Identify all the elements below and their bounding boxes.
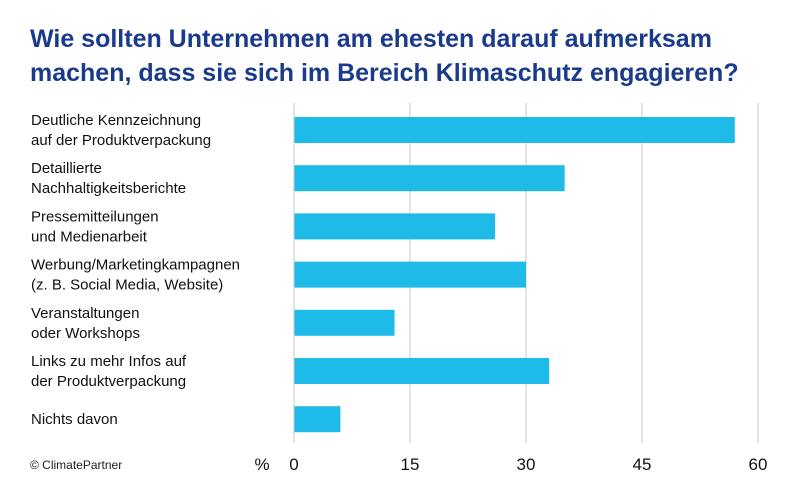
bar-2	[294, 213, 496, 240]
category-label-6-line-0: Nichts davon	[31, 411, 118, 428]
x-unit-label: %	[254, 455, 269, 474]
category-label-1: Detaillierte Nachhaltigkeitsberichte	[31, 160, 186, 197]
category-label-0-line-1: auf der Produktverpackung	[31, 132, 211, 149]
x-tick-label-15: 15	[401, 455, 420, 474]
category-label-0: Deutliche Kennzeichnung auf der Produktve…	[31, 112, 211, 149]
bar-5	[294, 358, 550, 384]
x-tick-label-0: 0	[289, 455, 298, 474]
category-label-3-line-1: (z. B. Social Media, Website)	[31, 277, 223, 294]
copyright-note: © ClimatePartner	[30, 458, 123, 472]
category-label-2: Pressemitteilungen und Medienarbeit	[31, 208, 159, 245]
category-label-5-line-1: der Produktverpackung	[31, 373, 186, 390]
category-label-1-line-1: Nachhaltigkeitsberichte	[31, 180, 186, 197]
category-label-4-line-1: oder Workshops	[31, 325, 140, 342]
category-label-3: Werbung/Marketingkampagnen (z. B. Social …	[31, 257, 240, 294]
category-label-5: Links zu mehr Infos auf der Produktverpac…	[31, 353, 187, 390]
category-label-4: Veranstaltungen oder Workshops	[31, 305, 140, 342]
x-tick-label-30: 30	[517, 455, 536, 474]
category-label-2-line-0: Pressemitteilungen	[31, 208, 159, 225]
bar-1	[294, 165, 565, 192]
bar-0	[294, 117, 735, 143]
category-label-0-line-0: Deutliche Kennzeichnung	[31, 112, 201, 129]
x-tick-label-45: 45	[633, 455, 652, 474]
x-tick-label-60: 60	[749, 455, 768, 474]
category-label-6: Nichts davon	[31, 411, 118, 428]
category-label-5-line-0: Links zu mehr Infos auf	[31, 353, 187, 370]
category-label-2-line-1: und Medienarbeit	[31, 228, 148, 245]
category-label-3-line-0: Werbung/Marketingkampagnen	[31, 257, 240, 274]
bar-3	[294, 261, 526, 288]
bar-4	[294, 309, 395, 336]
chart-title: Wie sollten Unternehmen am ehesten darau…	[30, 22, 770, 90]
chart-title-line-1: Wie sollten Unternehmen am ehesten darau…	[30, 25, 712, 53]
category-label-1-line-0: Detaillierte	[31, 160, 102, 177]
category-label-4-line-0: Veranstaltungen	[31, 305, 139, 322]
chart-title-line-2: machen, dass sie sich im Bereich Klimasc…	[30, 59, 739, 87]
bar-6	[294, 406, 341, 433]
